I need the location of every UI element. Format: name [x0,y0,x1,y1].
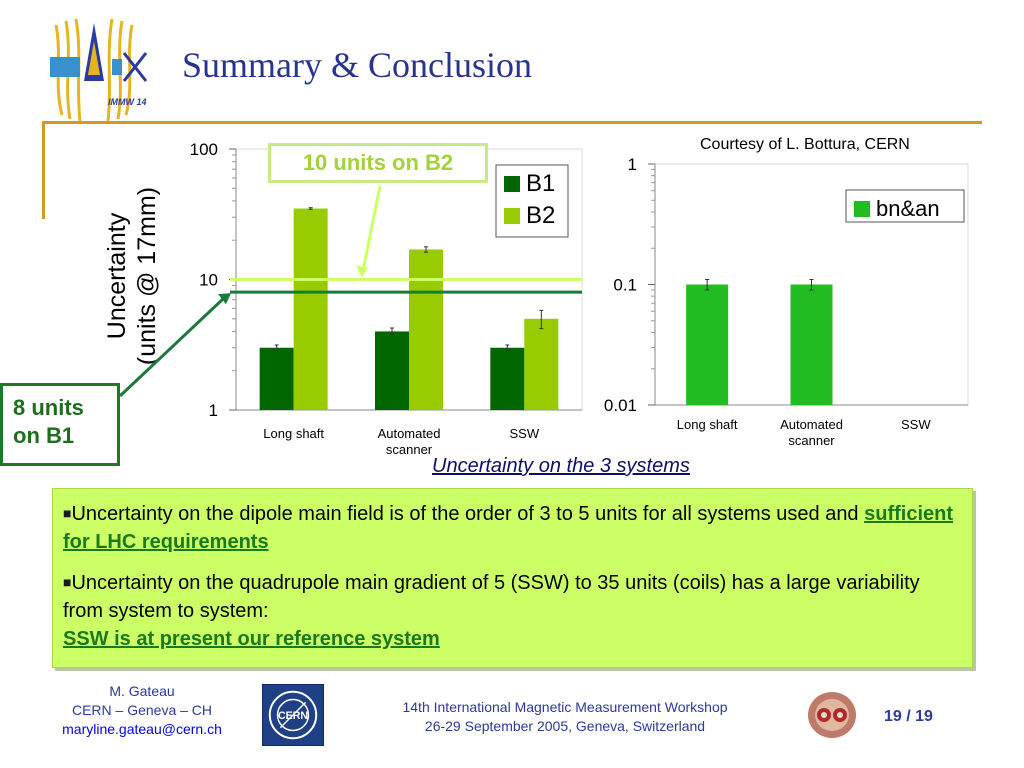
chart2-bar-bnan [686,284,729,405]
immw-logo-text: IMMW 14 [108,97,147,107]
chart1-x-tick-label: scanner [386,442,433,457]
slide-title: Summary & Conclusion [182,45,532,85]
footer-workshop-line1: 14th International Magnetic Measurement … [402,699,728,715]
chart2-y-tick-label: 0.1 [613,276,637,295]
chart-caption: Uncertainty on the 3 systems [432,455,690,477]
callout-b2: 10 units on B2 [268,143,488,183]
footer-email-link[interactable]: maryline.gateau@cern.ch [62,721,222,737]
lhc-logo [808,692,856,738]
chart1-bar-b1 [375,331,409,410]
title-rule-horizontal [42,121,982,124]
footer-workshop: 14th International Magnetic Measurement … [360,698,770,736]
callout-b1-arrowhead [218,293,231,305]
chart1-y-tick-label: 1 [209,401,218,420]
immw-logo: IMMW 14 [50,18,148,122]
chart1-legend-swatch [504,208,520,224]
chart1-x-tick-label: SSW [510,426,540,441]
summary-bullet-1-link[interactable]: sufficient for LHC requirements [63,503,954,553]
chart1-bar-b2 [524,318,559,410]
cern-logo-text: CERN [278,710,308,722]
chart1-bar-b2 [293,208,328,410]
cern-logo: CERN [262,684,324,746]
summary-bullet-1-text: Uncertainty on the dipole main field is … [71,503,865,525]
chart1-bar-b1 [259,347,294,410]
chart1-bar-b2 [409,249,443,410]
chart2-x-tick-label: scanner [788,433,835,448]
callout-b1-line2: on B1 [13,423,75,448]
chart1-legend-label: B1 [526,170,555,197]
footer-author-block: M. Gateau CERN – Geneva – CH maryline.ga… [40,682,244,739]
summary-bullet-1: ■Uncertainty on the dipole main field is… [63,499,962,556]
callout-b1-line1: 8 units [13,395,84,420]
page-current: 19 [884,708,902,725]
callout-b2-arrowhead [356,265,368,278]
chart2-legend-swatch [854,201,870,217]
callout-b1-connector [118,295,228,398]
chart1-x-tick-label: Long shaft [263,426,324,441]
footer-author-name: M. Gateau [109,683,175,699]
footer-affiliation: CERN – Geneva – CH [71,702,213,718]
chart2-x-tick-label: SSW [901,417,931,432]
chart2-y-tick-label: 0.01 [604,396,637,415]
chart2-y-tick-label: 1 [628,155,637,174]
courtesy-note: Courtesy of L. Bottura, CERN [700,136,910,153]
page-total: 19 [915,708,933,725]
chart2-x-tick-label: Automated [780,417,843,432]
bullet-square-icon: ■ [63,574,72,590]
chart1-y-tick-label: 10 [199,271,218,290]
chart1-bar-b1 [490,347,525,410]
title-rule-vertical [42,121,45,219]
summary-box: ■Uncertainty on the dipole main field is… [52,488,973,668]
chart2-legend-label: bn&an [876,196,940,221]
chart1-x-tick-label: Automated [378,426,441,441]
chart1-legend-swatch [504,176,520,192]
callout-b2-connector [360,185,382,276]
chart1-legend-label: B2 [526,202,555,229]
summary-bullet-2: ■Uncertainty on the quadrupole main grad… [63,568,962,653]
chart2-bar-bnan [790,284,833,405]
page-number: 19 / 19 [884,708,933,725]
callout-b1: 8 units on B1 [0,383,120,466]
chart1-y-tick-label: 100 [190,140,218,159]
summary-bullet-2-link[interactable]: SSW is at present our reference system [63,628,440,650]
footer-workshop-line2: 26-29 September 2005, Geneva, Switzerlan… [424,718,706,734]
summary-bullet-2-text: Uncertainty on the quadrupole main gradi… [63,572,920,622]
bullet-square-icon: ■ [63,505,72,521]
chart2-x-tick-label: Long shaft [677,417,738,432]
